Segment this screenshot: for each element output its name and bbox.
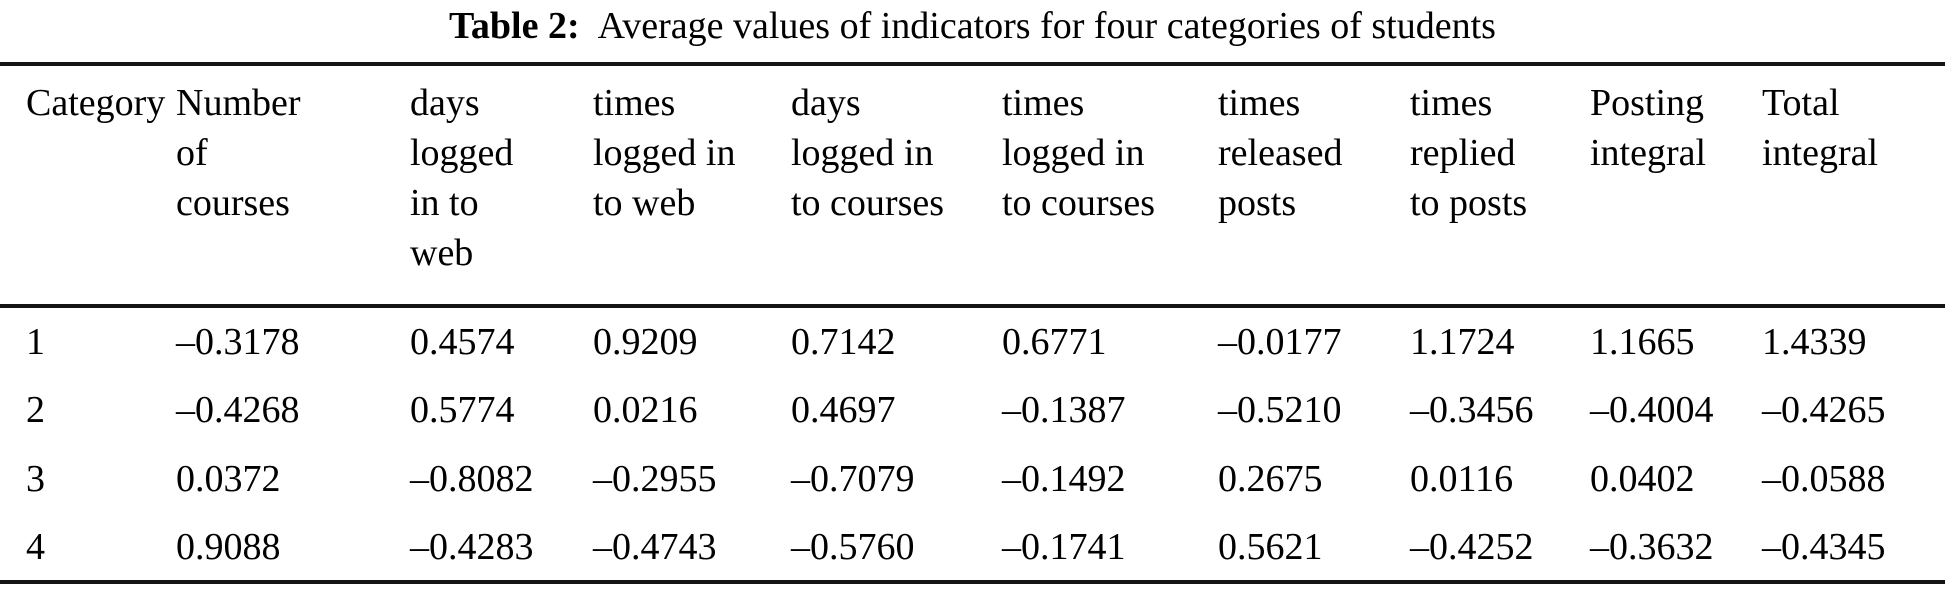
column-header-1: Number of courses [176,82,301,224]
value-cell: –0.3632 [1590,525,1714,568]
value-cell: –0.3178 [176,320,300,363]
value-cell: 0.0402 [1590,457,1695,500]
table-row: 2 –0.4268 0.5774 0.0216 0.4697 –0.1387 –0.5210… [0,375,1945,444]
table-row: 1 –0.3178 0.4574 0.9209 0.7142 0.6771 –0.0177 1… [0,306,1945,375]
value-cell: 0.4697 [791,388,896,431]
column-header-2: days logged in to web [410,82,514,274]
value-cell: –0.4283 [410,525,534,568]
value-cell: –0.1741 [1002,525,1126,568]
value-cell: 0.9209 [593,320,698,363]
column-header-6: times released posts [1218,82,1343,224]
value-cell: –0.4265 [1762,388,1886,431]
value-cell: 0.0216 [593,388,698,431]
value-cell: 0.0116 [1410,457,1514,500]
value-cell: –0.7079 [791,457,915,500]
table-caption-text: Average values of indicators for four ca… [597,5,1496,47]
value-cell: –0.4743 [593,525,717,568]
value-cell: –0.4268 [176,388,300,431]
value-cell: 0.4574 [410,320,515,363]
category-cell: 2 [26,388,45,431]
value-cell: –0.3456 [1410,388,1534,431]
value-cell: –0.0588 [1762,457,1886,500]
table-caption-label: Table 2: [449,5,580,47]
table-row: 4 0.9088 –0.4283 –0.4743 –0.5760 –0.1741 0.562… [0,513,1945,582]
value-cell: –0.1492 [1002,457,1126,500]
category-cell: 3 [26,457,45,500]
value-cell: 1.1724 [1410,320,1515,363]
column-header-5: times logged in to courses [1002,82,1156,224]
category-cell: 1 [26,320,45,363]
table-row: 3 0.0372 –0.8082 –0.2955 –0.7079 –0.1492 0.267… [0,444,1945,513]
value-cell: 1.1665 [1590,320,1695,363]
indicators-table: Category Number of courses days logged in … [0,62,1945,584]
value-cell: –0.0177 [1218,320,1342,363]
column-header-7: times replied to posts [1410,82,1528,224]
value-cell: –0.4004 [1590,388,1714,431]
column-header-3: times logged in to web [593,82,736,224]
value-cell: –0.5210 [1218,388,1342,431]
table-body: 1 –0.3178 0.4574 0.9209 0.7142 0.6771 –0.0177 1… [0,306,1945,582]
column-header-0: Category [26,82,166,124]
header-row: Category Number of courses days logged in … [0,64,1945,306]
column-header-9: Total integral [1762,82,1879,174]
value-cell: 0.7142 [791,320,896,363]
table-caption: Table 2: Average values of indicators for… [0,0,1945,62]
value-cell: –0.1387 [1002,388,1126,431]
value-cell: 1.4339 [1762,320,1867,363]
value-cell: –0.8082 [410,457,534,500]
value-cell: 0.2675 [1218,457,1323,500]
value-cell: 0.6771 [1002,320,1107,363]
category-cell: 4 [26,525,45,568]
value-cell: –0.4252 [1410,525,1534,568]
column-header-4: days logged in to courses [791,82,945,224]
value-cell: –0.5760 [791,525,915,568]
column-header-8: Posting integral [1590,82,1707,174]
value-cell: 0.5774 [410,388,515,431]
value-cell: 0.0372 [176,457,281,500]
value-cell: –0.4345 [1762,525,1886,568]
value-cell: 0.5621 [1218,525,1323,568]
value-cell: –0.2955 [593,457,717,500]
table-header: Category Number of courses days logged in … [0,64,1945,306]
value-cell: 0.9088 [176,525,281,568]
